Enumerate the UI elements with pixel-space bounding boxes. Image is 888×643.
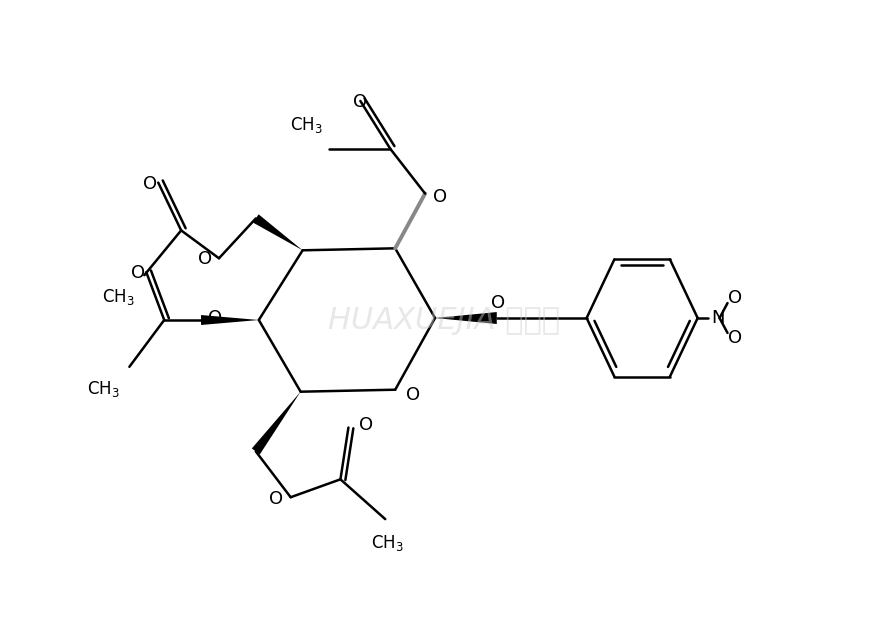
Text: HUAXUEJIA 化学加: HUAXUEJIA 化学加 [328,305,560,334]
Text: O: O [143,175,157,193]
Polygon shape [253,214,303,250]
Polygon shape [435,312,496,324]
Text: O: O [131,264,146,282]
Text: O: O [198,250,212,268]
Text: CH$_3$: CH$_3$ [289,115,322,135]
Polygon shape [201,315,258,325]
Polygon shape [252,392,301,455]
Text: O: O [353,93,368,111]
Text: O: O [269,490,282,508]
Text: O: O [491,294,505,312]
Text: O: O [728,329,742,347]
Text: O: O [728,289,742,307]
Text: O: O [433,188,447,206]
Text: CH$_3$: CH$_3$ [371,533,404,553]
Text: N: N [711,309,725,327]
Text: O: O [208,309,222,327]
Text: CH$_3$: CH$_3$ [101,287,134,307]
Text: O: O [360,415,373,433]
Text: O: O [406,386,420,404]
Text: CH$_3$: CH$_3$ [87,379,119,399]
